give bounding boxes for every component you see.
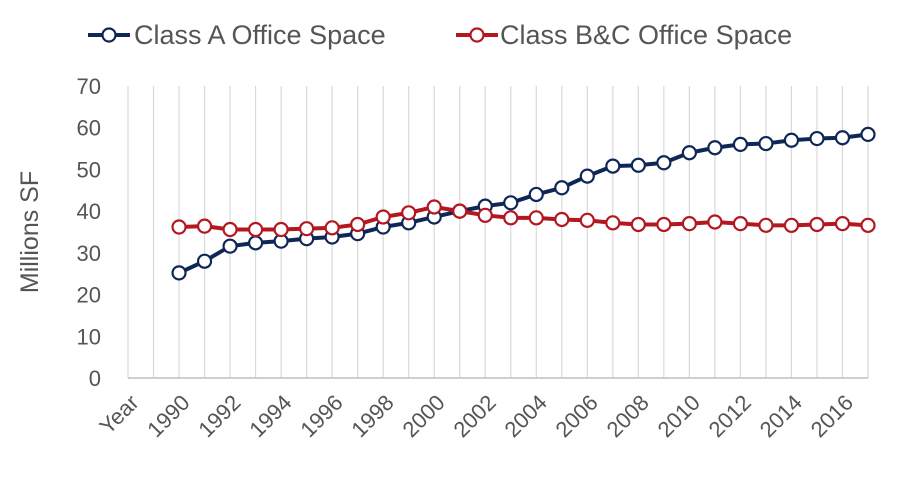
x-tick-label: 2014 xyxy=(755,390,807,442)
legend-label: Class B&C Office Space xyxy=(500,20,792,50)
x-tick-label: 1994 xyxy=(244,390,296,442)
data-point xyxy=(528,186,544,203)
data-point xyxy=(656,155,672,171)
y-tick-label: 50 xyxy=(77,157,101,182)
data-point xyxy=(375,209,391,225)
data-point xyxy=(605,158,621,174)
data-point xyxy=(579,168,595,184)
data-point xyxy=(503,195,519,211)
data-point xyxy=(758,217,774,233)
data-point xyxy=(783,132,800,148)
data-point xyxy=(222,238,238,254)
y-tick-label: 10 xyxy=(77,324,101,349)
series-line xyxy=(178,132,869,275)
data-point xyxy=(171,265,187,281)
y-tick-label: 20 xyxy=(77,283,101,308)
y-tick-label: 40 xyxy=(77,199,101,224)
data-point xyxy=(860,217,876,233)
gridlines xyxy=(127,86,869,378)
data-point xyxy=(401,205,417,221)
x-tick-label: 2000 xyxy=(397,390,449,442)
data-point xyxy=(350,216,366,233)
data-point xyxy=(324,220,340,236)
data-point xyxy=(579,212,595,228)
data-point xyxy=(222,221,238,238)
data-point xyxy=(758,135,774,152)
series-class-a xyxy=(171,126,876,281)
data-point xyxy=(477,207,493,223)
data-point xyxy=(809,216,825,233)
legend-item: Class B&C Office Space xyxy=(456,20,792,50)
series-class-bc xyxy=(171,199,876,238)
x-tick-label: 2006 xyxy=(551,390,603,442)
series-line xyxy=(178,204,869,232)
data-point xyxy=(707,214,723,230)
x-tick-label: 2016 xyxy=(806,390,858,442)
data-point xyxy=(834,130,851,146)
data-point xyxy=(783,217,800,233)
data-point xyxy=(681,216,697,232)
x-tick-label: 1998 xyxy=(346,390,398,442)
y-tick-labels: 0 10 20 30 40 50 60 70 xyxy=(77,74,101,391)
data-point xyxy=(299,221,315,237)
x-tick-label: 2010 xyxy=(653,390,705,442)
data-point xyxy=(196,218,213,234)
x-tick-label: 1992 xyxy=(193,390,245,442)
data-point xyxy=(528,210,544,226)
data-point xyxy=(426,199,442,215)
data-point xyxy=(630,216,646,233)
legend: Class A Office Space Class B&C Office Spa… xyxy=(88,20,792,50)
x-tick-label: Year xyxy=(94,390,143,439)
data-point xyxy=(273,221,289,238)
data-point xyxy=(860,126,876,142)
data-point xyxy=(732,136,749,152)
data-point xyxy=(656,216,672,233)
legend-marker xyxy=(469,27,485,43)
y-tick-label: 30 xyxy=(77,241,101,266)
x-tick-labels: Year199019921994199619982000200220042006… xyxy=(94,390,858,442)
data-point xyxy=(196,253,213,269)
data-point xyxy=(554,180,570,196)
data-point xyxy=(247,221,264,238)
x-tick-label: 1996 xyxy=(295,390,347,442)
data-point xyxy=(247,235,264,251)
data-point xyxy=(452,203,468,219)
data-point xyxy=(171,219,187,235)
data-point xyxy=(554,211,570,228)
legend-label: Class A Office Space xyxy=(134,20,386,50)
y-axis-title: Millions SF xyxy=(16,171,44,293)
x-tick-label: 1990 xyxy=(142,390,194,442)
y-tick-label: 70 xyxy=(77,74,101,99)
data-point xyxy=(809,130,825,147)
y-tick-label: 0 xyxy=(89,366,101,391)
data-point xyxy=(681,145,697,161)
y-tick-label: 60 xyxy=(77,116,101,141)
series-layer xyxy=(171,126,876,281)
x-tick-label: 2008 xyxy=(602,390,654,442)
x-tick-label: 2004 xyxy=(500,390,552,442)
data-point xyxy=(732,216,749,232)
data-point xyxy=(707,140,723,156)
x-tick-label: 2002 xyxy=(448,390,500,442)
legend-item: Class A Office Space xyxy=(88,20,386,50)
data-point xyxy=(503,210,519,226)
data-point xyxy=(834,216,851,232)
data-point xyxy=(605,215,621,231)
x-tick-label: 2012 xyxy=(704,390,756,442)
data-point xyxy=(630,157,646,173)
legend-marker xyxy=(101,27,117,43)
